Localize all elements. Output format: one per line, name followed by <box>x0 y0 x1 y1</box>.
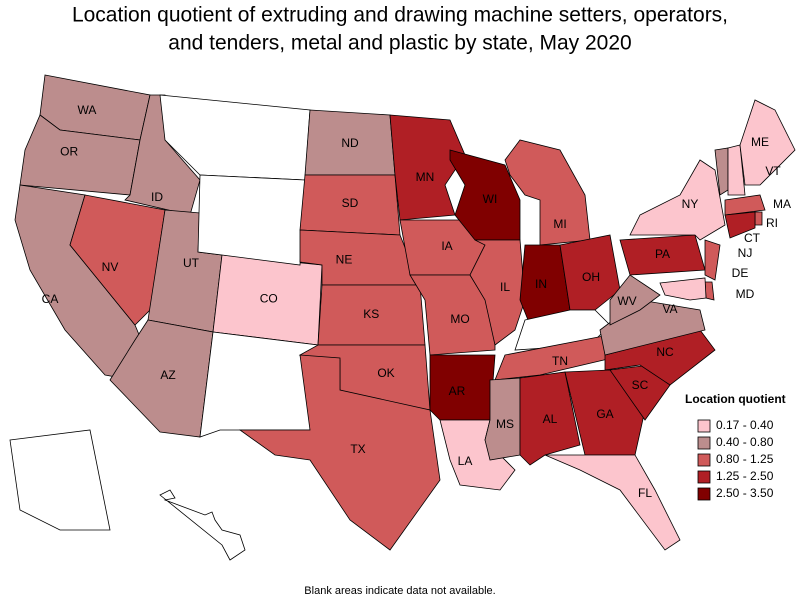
map-title: Location quotient of extruding and drawi… <box>72 4 728 27</box>
state-label: TN <box>552 354 568 368</box>
state-label: IA <box>441 239 452 253</box>
state-label: OH <box>582 270 600 284</box>
state-label: IN <box>535 277 547 291</box>
state-label: LA <box>458 454 473 468</box>
state-labels: WA OR CA ID NV UT AZ CO ND SD NE KS OK TX MN IA MO AR LA WI… <box>42 103 791 500</box>
state-label: AL <box>543 412 558 426</box>
state-shape <box>724 194 766 216</box>
state-label: VT <box>765 164 781 178</box>
state-shape <box>754 211 763 226</box>
state-label: FL <box>638 486 652 500</box>
state-label: MA <box>773 197 791 211</box>
state-shape <box>544 454 681 551</box>
legend-swatch <box>697 419 711 433</box>
state-shape <box>629 159 726 241</box>
state-shape <box>9 429 111 531</box>
state-label: TX <box>350 442 365 456</box>
legend-label: 2.50 - 3.50 <box>716 486 774 500</box>
state-label: SD <box>342 196 359 210</box>
state-label: IL <box>500 280 510 294</box>
state-shape <box>389 114 466 221</box>
state-label: SC <box>632 378 649 392</box>
state-label: DE <box>732 266 749 280</box>
state-label: CA <box>42 292 59 306</box>
state-label: MI <box>553 217 566 231</box>
state-shape <box>727 144 746 196</box>
state-label: NY <box>682 197 699 211</box>
state-shape <box>197 174 306 266</box>
legend: Location quotient 0.17 - 0.40 0.40 - 0.80… <box>685 392 786 501</box>
state-label: WA <box>78 103 97 117</box>
state-label: MO <box>450 312 469 326</box>
legend-swatch <box>697 436 711 450</box>
legend-label: 0.17 - 0.40 <box>716 418 774 432</box>
state-label: RI <box>766 216 778 230</box>
state-shape <box>559 234 621 311</box>
state-shape <box>739 99 796 186</box>
state-shape <box>159 489 246 561</box>
legend-title: Location quotient <box>685 392 786 406</box>
state-label: VA <box>662 302 677 316</box>
legend-label: 0.80 - 1.25 <box>716 452 774 466</box>
legend-label: 1.25 - 2.50 <box>716 469 774 483</box>
state-shape <box>724 211 756 239</box>
state-shape <box>504 139 591 246</box>
state-shape <box>469 239 526 346</box>
state-label: AR <box>449 384 466 398</box>
states <box>9 74 796 561</box>
state-label: GA <box>596 407 613 421</box>
legend-label: 0.40 - 0.80 <box>716 435 774 449</box>
legend-swatch <box>697 487 711 501</box>
footnote: Blank areas indicate data not available. <box>304 585 495 597</box>
legend-swatch <box>697 453 711 467</box>
state-label: CT <box>744 231 761 245</box>
state-label: MD <box>736 287 755 301</box>
state-label: OK <box>377 366 394 380</box>
state-label: NC <box>656 345 674 359</box>
state-label: KS <box>363 307 379 321</box>
state-label: AZ <box>160 368 175 382</box>
state-label: ME <box>751 135 769 149</box>
state-label: PA <box>655 247 670 261</box>
state-label: WV <box>617 294 636 308</box>
state-shape <box>238 354 441 551</box>
state-shape <box>199 331 319 438</box>
state-label: MS <box>496 417 514 431</box>
state-label: WI <box>483 192 498 206</box>
state-label: NE <box>336 253 353 267</box>
state-label: CO <box>260 291 278 305</box>
state-shape <box>69 194 166 326</box>
state-label: NJ <box>738 246 753 260</box>
state-label: ND <box>341 136 359 150</box>
state-label: MN <box>416 170 435 184</box>
state-shape <box>659 277 707 301</box>
state-label: NV <box>102 260 119 274</box>
state-label: OR <box>60 145 78 159</box>
map-title: and tenders, metal and plastic by state,… <box>168 32 631 55</box>
state-label: ID <box>151 190 163 204</box>
state-shape <box>704 239 721 281</box>
legend-swatch <box>697 470 711 484</box>
state-label: UT <box>183 256 200 270</box>
